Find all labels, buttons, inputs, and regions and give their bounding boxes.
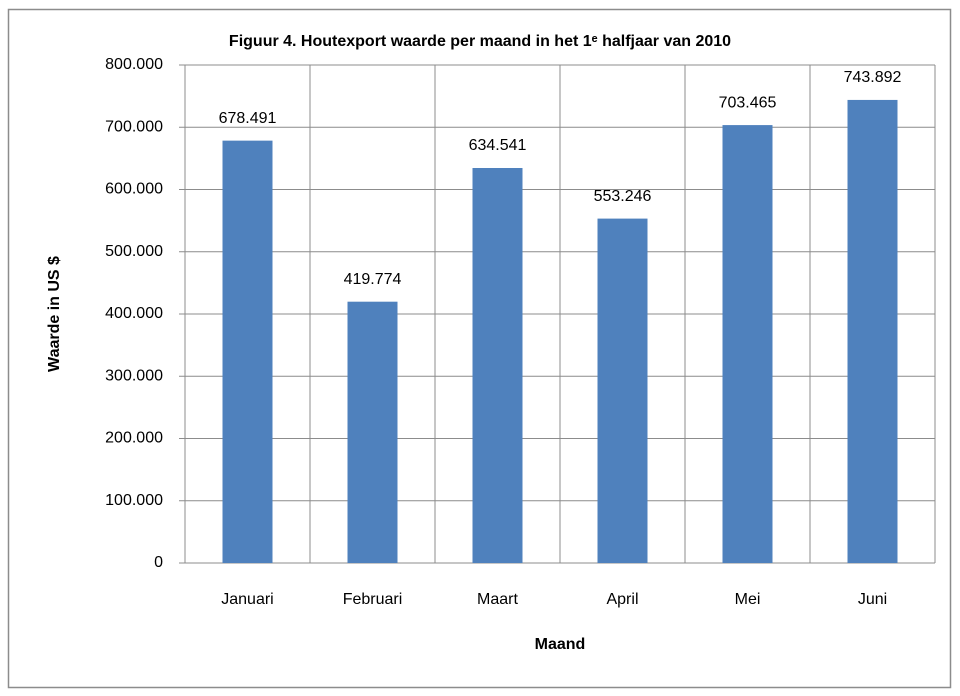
data-label: 553.246 bbox=[594, 188, 652, 205]
y-tick-label: 600.000 bbox=[105, 181, 163, 198]
y-axis-label: Waarde in US $ bbox=[46, 256, 63, 372]
x-tick-label: Maart bbox=[477, 591, 518, 608]
data-label: 703.465 bbox=[719, 94, 777, 111]
y-tick-label: 700.000 bbox=[105, 118, 163, 135]
bar bbox=[347, 301, 398, 563]
data-label: 419.774 bbox=[344, 271, 402, 288]
data-label: 634.541 bbox=[469, 137, 527, 154]
x-tick-label: Mei bbox=[735, 591, 761, 608]
y-tick-label: 800.000 bbox=[105, 56, 163, 73]
x-axis-label: Maand bbox=[535, 636, 586, 653]
bar bbox=[847, 99, 898, 563]
bar bbox=[472, 167, 523, 563]
data-label: 743.892 bbox=[844, 69, 902, 86]
x-tick-label: April bbox=[606, 591, 638, 608]
x-tick-label: Juni bbox=[858, 591, 887, 608]
data-label: 678.491 bbox=[219, 110, 277, 127]
x-tick-label: Februari bbox=[343, 591, 403, 608]
bar bbox=[722, 125, 773, 563]
y-tick-label: 0 bbox=[154, 554, 163, 571]
y-tick-label: 500.000 bbox=[105, 243, 163, 260]
y-tick-label: 300.000 bbox=[105, 367, 163, 384]
y-tick-label: 200.000 bbox=[105, 430, 163, 447]
y-tick-label: 400.000 bbox=[105, 305, 163, 322]
x-tick-label: Januari bbox=[221, 591, 273, 608]
bar bbox=[597, 218, 648, 563]
bar bbox=[222, 140, 273, 564]
y-tick-label: 100.000 bbox=[105, 492, 163, 509]
chart-title: Figuur 4. Houtexport waarde per maand in… bbox=[229, 33, 731, 50]
